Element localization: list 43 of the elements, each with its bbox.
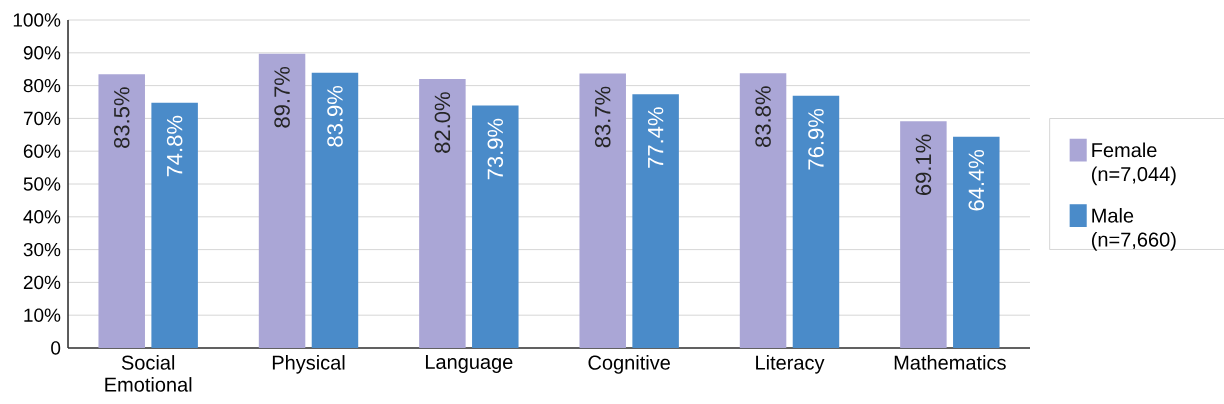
y-tick-label: 40%: [23, 210, 61, 224]
data-label: 83.7%: [594, 86, 611, 148]
data-label: 82.0%: [434, 92, 451, 153]
bar: [792, 95, 840, 348]
data-label: 69.1%: [915, 134, 932, 196]
bar: [472, 105, 519, 348]
x-tick-label: Literacy: [756, 355, 825, 374]
y-tick-label: 90%: [23, 46, 61, 60]
data-label: 64.4%: [968, 149, 985, 211]
data-label: 73.9%: [487, 118, 504, 180]
y-tick-label: 0: [51, 341, 61, 355]
bar: [739, 73, 787, 348]
y-tick-label: 50%: [23, 177, 61, 191]
bar: [579, 73, 626, 348]
y-tick-label: 20%: [23, 275, 61, 290]
bar: [98, 74, 145, 348]
bar: [419, 79, 466, 348]
y-tick-label: 60%: [23, 144, 61, 158]
bar: [311, 72, 359, 348]
data-label: 77.4%: [647, 107, 664, 168]
x-tick-label: Social Emotional: [105, 355, 192, 392]
bar: [953, 136, 1000, 348]
y-tick-label: 100%: [13, 13, 61, 27]
x-tick-label: Physical: [272, 355, 345, 374]
data-label: 83.9%: [327, 86, 343, 147]
legend-label: Female (n=7,044): [1091, 142, 1176, 186]
data-label: 83.5%: [113, 87, 130, 148]
x-tick-label: Language: [425, 355, 513, 373]
data-label: 83.8%: [755, 86, 771, 147]
data-label: 76.9%: [808, 108, 824, 170]
data-label: 89.7%: [274, 67, 290, 128]
data-label: 74.8%: [166, 115, 183, 177]
legend-label: Male (n=7,660): [1091, 208, 1176, 251]
bar: [258, 53, 306, 348]
y-tick-label: 70%: [23, 111, 61, 126]
y-tick-label: 80%: [23, 78, 61, 93]
y-tick-label: 10%: [24, 308, 61, 322]
bar: [151, 102, 198, 348]
bar: [900, 121, 947, 348]
bar: [632, 94, 679, 348]
y-tick-label: 30%: [23, 242, 61, 257]
x-tick-label: Mathematics: [894, 355, 1006, 370]
x-tick-label: Cognitive: [588, 355, 670, 374]
